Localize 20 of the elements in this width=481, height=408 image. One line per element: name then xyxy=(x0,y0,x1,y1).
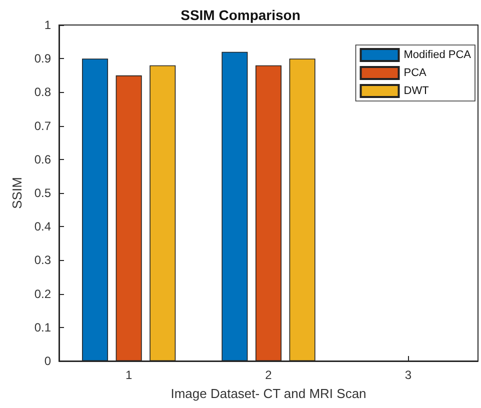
x-tick-label: 2 xyxy=(265,368,272,382)
legend-label: DWT xyxy=(404,85,430,97)
legend-label: Modified PCA xyxy=(404,49,472,61)
y-tick-label: 0.9 xyxy=(34,52,52,66)
x-tick-label: 3 xyxy=(404,368,412,382)
y-tick-label: 0.8 xyxy=(34,85,52,100)
y-tick-label: 0.3 xyxy=(34,253,52,268)
y-tick-label: 0.4 xyxy=(34,220,52,234)
y-tick-label: 0.5 xyxy=(34,186,52,200)
y-tick-label: 0.6 xyxy=(34,152,52,166)
x-tick-label: 1 xyxy=(125,368,132,382)
y-tick-label: 1 xyxy=(44,18,52,32)
y-tick-label: 0.1 xyxy=(34,320,52,334)
y-axis-title: SSIM xyxy=(9,177,24,209)
y-tick-label: 0.7 xyxy=(34,118,52,133)
chart-title: SSIM Comparison xyxy=(180,7,300,23)
x-axis-title: Image Dataset- CT and MRI Scan xyxy=(170,386,366,401)
y-tick-label: 0.2 xyxy=(34,286,52,301)
y-tick-label: 0 xyxy=(44,354,52,368)
legend-label: PCA xyxy=(404,67,428,79)
